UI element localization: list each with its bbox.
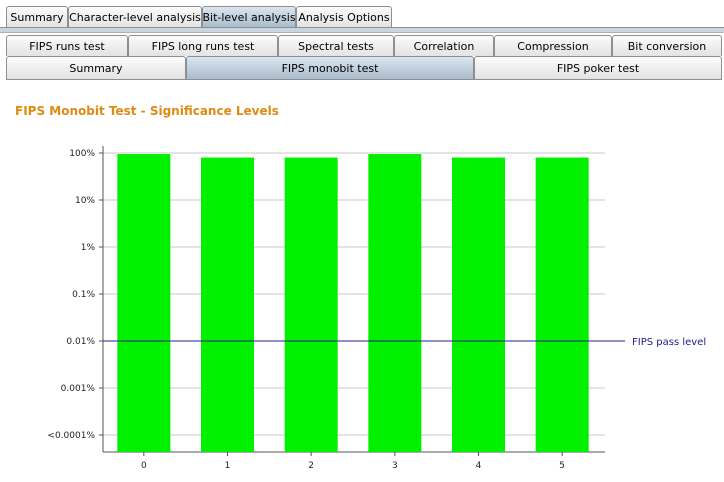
subtab-spectral-tests[interactable]: Spectral tests — [278, 35, 394, 56]
y-tick-label: 0.1% — [72, 290, 95, 300]
tab-summary[interactable]: Summary — [6, 6, 68, 27]
subtab-summary[interactable]: Summary — [6, 56, 186, 79]
fips-pass-level-label: FIPS pass level — [632, 337, 706, 348]
bar-0 — [117, 154, 171, 452]
y-tick-label: 10% — [75, 196, 95, 206]
bar-4 — [452, 157, 505, 453]
tab-analysis-options[interactable]: Analysis Options — [296, 6, 392, 27]
tab-character-level-analysis[interactable]: Character-level analysis — [68, 6, 202, 27]
subtab-compression[interactable]: Compression — [494, 35, 612, 56]
subtab-fips-poker-test[interactable]: FIPS poker test — [474, 56, 722, 79]
x-tick-label: 3 — [392, 461, 398, 471]
chart-title: FIPS Monobit Test - Significance Levels — [15, 104, 279, 118]
subtab-fips-monobit-test[interactable]: FIPS monobit test — [186, 56, 474, 79]
sub-tab-bar-top: FIPS runs test FIPS long runs test Spectra… — [6, 35, 722, 56]
y-tick-label: 1% — [81, 243, 96, 253]
tab-bit-level-analysis[interactable]: Bit-level analysis — [202, 6, 296, 27]
panel-border — [6, 79, 722, 80]
bar-1 — [201, 157, 254, 453]
bar-3 — [368, 154, 422, 452]
x-tick-label: 0 — [141, 461, 147, 471]
x-tick-label: 1 — [225, 461, 231, 471]
y-tick-label: 100% — [69, 149, 95, 159]
bar-2 — [284, 157, 338, 453]
bar-5 — [535, 157, 589, 453]
x-tick-label: 4 — [476, 461, 482, 471]
subtab-fips-runs-test[interactable]: FIPS runs test — [6, 35, 128, 56]
sub-tab-bar-bottom: Summary FIPS monobit test FIPS poker test — [6, 56, 722, 79]
main-tab-strip-base — [0, 27, 724, 33]
subtab-correlation[interactable]: Correlation — [394, 35, 494, 56]
y-tick-label: <0.0001% — [47, 431, 95, 441]
subtab-fips-long-runs-test[interactable]: FIPS long runs test — [128, 35, 278, 56]
x-tick-label: 2 — [308, 461, 314, 471]
y-tick-label: 0.01% — [66, 337, 95, 347]
subtab-bit-conversion[interactable]: Bit conversion — [612, 35, 722, 56]
y-tick-label: 0.001% — [61, 384, 96, 394]
x-tick-label: 5 — [559, 461, 565, 471]
main-tab-bar: Summary Character-level analysis Bit-level… — [6, 6, 392, 27]
